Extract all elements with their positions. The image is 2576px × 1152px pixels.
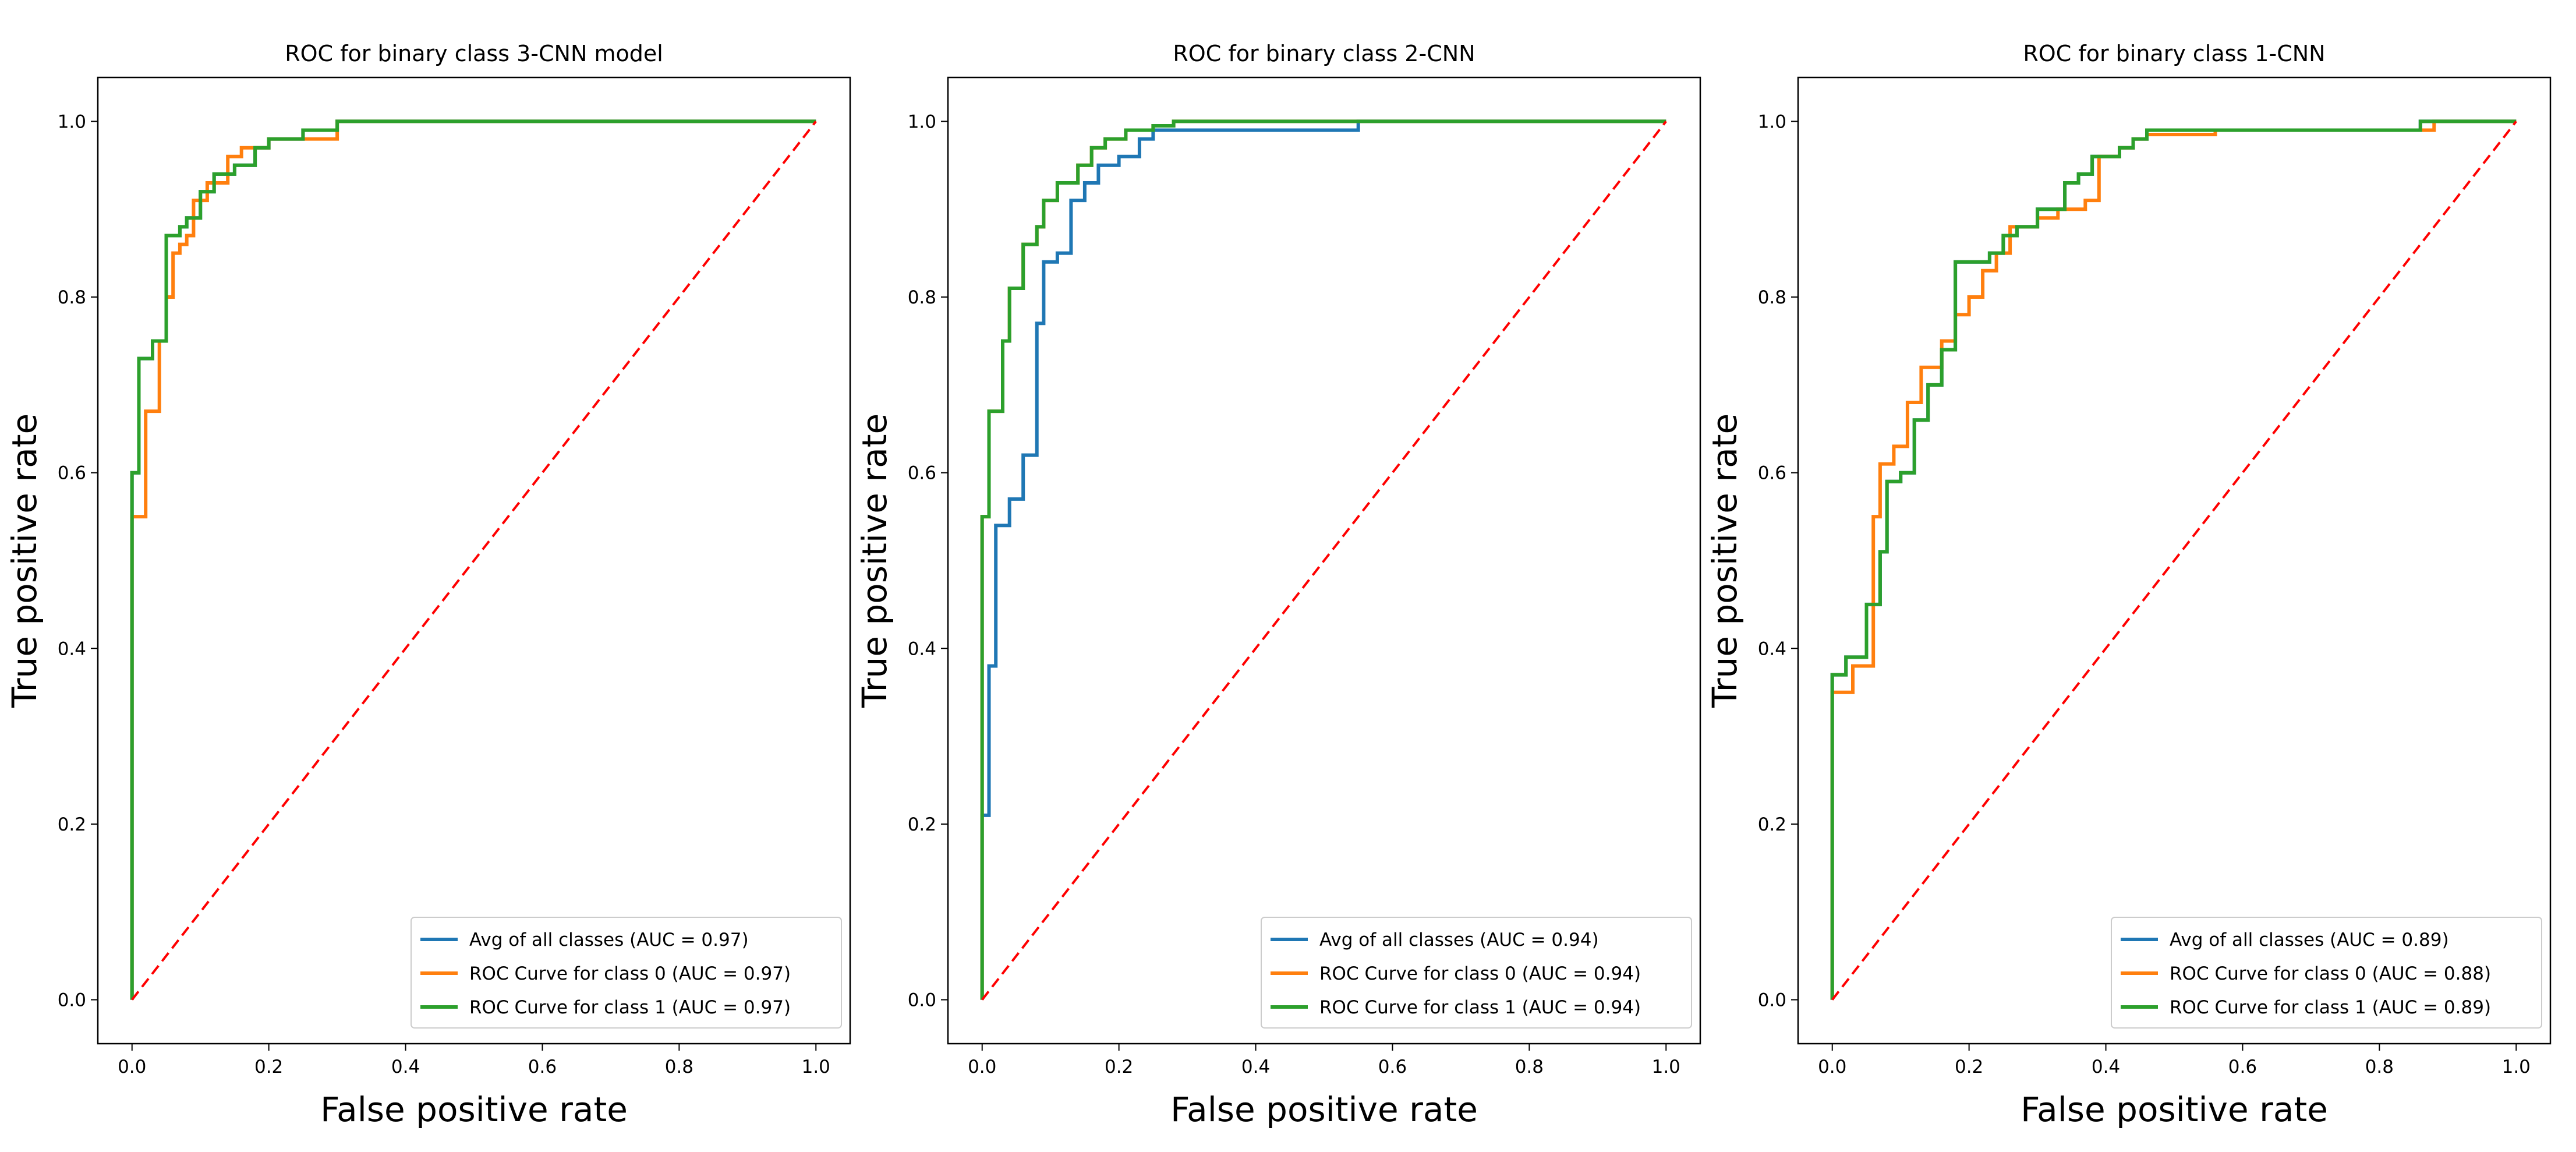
legend-entry: ROC Curve for class 0 (AUC = 0.88) (2170, 963, 2491, 984)
x-axis-label: False positive rate (320, 1090, 628, 1129)
roc-panel-1cnn: ROC for binary class 1-CNN 0.0 0.2 0.4 0.6 0.… (1705, 41, 2552, 1129)
y-tick-label: 0.4 (908, 638, 936, 659)
y-tick-label: 0.2 (1758, 814, 1786, 835)
x-tick-label: 0.4 (2092, 1056, 2120, 1077)
chance-diagonal-line (981, 121, 1667, 1001)
y-tick-label: 0.8 (58, 287, 86, 308)
y-axis-label: True positive rate (1705, 414, 1745, 708)
x-axis-label: False positive rate (1170, 1090, 1478, 1129)
legend-entry: ROC Curve for class 1 (AUC = 0.89) (2170, 997, 2491, 1018)
y-tick-label: 1.0 (1758, 111, 1786, 132)
x-tick-label: 0.6 (1378, 1056, 1407, 1077)
x-tick-label: 0.0 (118, 1056, 146, 1077)
chart-title: ROC for binary class 3-CNN model (285, 41, 663, 66)
legend-box (2111, 917, 2542, 1029)
roc-series-line (1830, 119, 2517, 1000)
x-tick-label: 0.8 (665, 1056, 693, 1077)
legend-entry: ROC Curve for class 0 (AUC = 0.97) (469, 963, 791, 984)
roc-series-line (980, 119, 1666, 1000)
x-tick-label: 0.2 (1105, 1056, 1133, 1077)
y-tick-label: 0.0 (1758, 990, 1786, 1011)
roc-panel-2cnn: ROC for binary class 2-CNN 0.0 0.2 0.4 0.6 0.… (855, 41, 1701, 1129)
y-tick-label: 1.0 (908, 111, 936, 132)
chart-title: ROC for binary class 1-CNN (2023, 41, 2325, 66)
legend-entry: ROC Curve for class 0 (AUC = 0.94) (1319, 963, 1641, 984)
y-axis-label: True positive rate (5, 414, 44, 708)
y-tick-label: 0.4 (1758, 638, 1786, 659)
roc-panel-3cnn: ROC for binary class 3-CNN model 0.0 0.2 0.… (5, 41, 851, 1129)
legend-entry: Avg of all classes (AUC = 0.89) (2170, 930, 2449, 950)
y-tick-label: 0.0 (58, 990, 86, 1011)
axes-frame (1797, 76, 2552, 1045)
x-tick-label: 0.6 (2228, 1056, 2257, 1077)
axes-frame (947, 76, 1701, 1045)
x-tick-label: 0.8 (2365, 1056, 2394, 1077)
x-tick-label: 0.2 (1955, 1056, 1983, 1077)
x-tick-label: 0.8 (1515, 1056, 1544, 1077)
x-tick-label: 0.0 (1818, 1056, 1846, 1077)
chance-diagonal-line (131, 121, 817, 1001)
x-axis-label: False positive rate (2021, 1090, 2328, 1129)
legend-box (411, 917, 842, 1029)
y-tick-label: 0.2 (908, 814, 936, 835)
chance-diagonal-line (1831, 121, 2517, 1001)
axes-frame (97, 76, 851, 1045)
legend-entry: ROC Curve for class 1 (AUC = 0.94) (1319, 997, 1641, 1018)
legend-box (1261, 917, 1692, 1029)
legend-entry: Avg of all classes (AUC = 0.97) (469, 930, 749, 950)
x-tick-label: 0.4 (391, 1056, 420, 1077)
x-tick-label: 1.0 (2502, 1056, 2531, 1077)
x-tick-label: 0.6 (528, 1056, 557, 1077)
roc-series-line (130, 119, 816, 1000)
roc-series-line (980, 119, 1666, 1000)
y-axis-label: True positive rate (855, 414, 894, 708)
y-tick-label: 1.0 (58, 111, 86, 132)
y-tick-label: 0.6 (1758, 463, 1786, 484)
legend-entry: Avg of all classes (AUC = 0.94) (1319, 930, 1599, 950)
y-tick-label: 0.8 (1758, 287, 1786, 308)
x-tick-label: 1.0 (802, 1056, 830, 1077)
x-tick-label: 0.0 (968, 1056, 996, 1077)
y-tick-label: 0.8 (908, 287, 936, 308)
y-tick-label: 0.6 (908, 463, 936, 484)
x-tick-label: 0.4 (1241, 1056, 1270, 1077)
y-tick-label: 0.0 (908, 990, 936, 1011)
legend-entry: ROC Curve for class 1 (AUC = 0.97) (469, 997, 791, 1018)
y-tick-label: 0.6 (58, 463, 86, 484)
x-tick-label: 1.0 (1652, 1056, 1680, 1077)
x-tick-label: 0.2 (254, 1056, 283, 1077)
y-tick-label: 0.2 (58, 814, 86, 835)
chart-title: ROC for binary class 2-CNN (1173, 41, 1475, 66)
y-tick-label: 0.4 (58, 638, 86, 659)
